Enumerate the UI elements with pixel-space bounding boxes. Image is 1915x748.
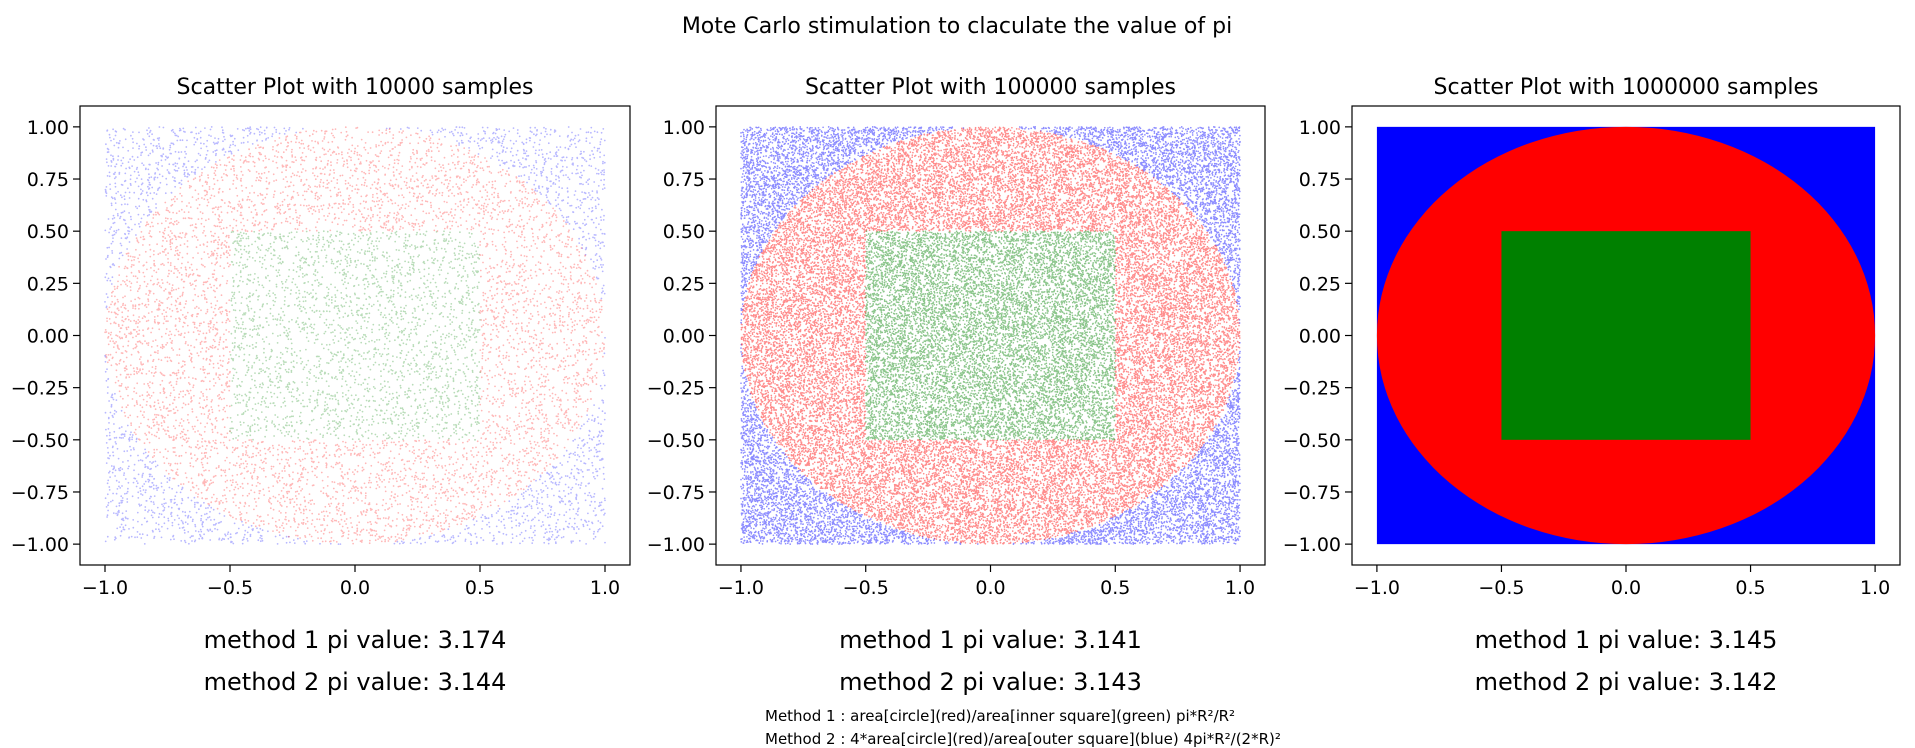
x-tick-label: 0.0 — [340, 577, 370, 599]
x-tick-label: 0.0 — [975, 577, 1005, 599]
outer-square-points — [740, 126, 1241, 545]
method-1-result: method 1 pi value: 3.145 — [1475, 626, 1778, 654]
y-tick-label: −1.00 — [1283, 534, 1341, 556]
x-tick-label: 0.5 — [1100, 577, 1130, 599]
y-tick-label: −0.25 — [1283, 378, 1341, 400]
y-tick-label: 0.25 — [1299, 273, 1341, 295]
panel-title: Scatter Plot with 100000 samples — [805, 75, 1176, 100]
y-tick-label: 1.00 — [27, 117, 69, 139]
x-tick-label: −0.5 — [1478, 577, 1524, 599]
y-tick-label: 1.00 — [663, 117, 705, 139]
y-tick-label: 0.00 — [27, 326, 69, 348]
circle-points — [740, 126, 1241, 545]
x-tick-label: 1.0 — [1225, 577, 1255, 599]
y-tick-label: 0.50 — [27, 221, 69, 243]
x-tick-label: −0.5 — [843, 577, 889, 599]
figure-title: Mote Carlo stimulation to claculate the … — [682, 14, 1232, 39]
y-tick-label: −0.75 — [11, 482, 69, 504]
method-2-result: method 2 pi value: 3.143 — [839, 668, 1142, 696]
x-tick-label: −1.0 — [1354, 577, 1400, 599]
y-tick-label: 0.50 — [663, 221, 705, 243]
inner-square-points — [229, 230, 481, 441]
x-tick-label: 0.5 — [1735, 577, 1765, 599]
panel-title: Scatter Plot with 10000 samples — [177, 75, 534, 100]
x-tick-label: −1.0 — [82, 577, 128, 599]
y-tick-label: 0.75 — [663, 169, 705, 191]
x-tick-label: 1.0 — [590, 577, 620, 599]
inner-square-points — [1501, 231, 1751, 440]
method-2-note: Method 2 : 4*area[circle](red)/area[oute… — [765, 730, 1281, 748]
x-tick-label: −1.0 — [718, 577, 764, 599]
y-tick-label: 0.50 — [1299, 221, 1341, 243]
panel-title: Scatter Plot with 1000000 samples — [1434, 75, 1819, 100]
x-tick-label: 1.0 — [1860, 577, 1890, 599]
y-tick-label: −1.00 — [11, 534, 69, 556]
scatter-panel-1: Scatter Plot with 10000 samples−1.0 −0.5 0… — [11, 75, 631, 696]
method-1-note: Method 1 : area[circle](red)/area[inner … — [765, 707, 1235, 725]
y-tick-label: 0.75 — [27, 169, 69, 191]
y-tick-label: −0.25 — [647, 378, 705, 400]
x-tick-label: 0.5 — [465, 577, 495, 599]
x-tick-label: −0.5 — [207, 577, 253, 599]
y-tick-label: −0.50 — [647, 430, 705, 452]
y-tick-label: −0.50 — [11, 430, 69, 452]
y-tick-label: −1.00 — [647, 534, 705, 556]
y-tick-label: 0.25 — [663, 273, 705, 295]
inner-square-points — [864, 230, 1117, 441]
method-1-result: method 1 pi value: 3.174 — [204, 626, 507, 654]
y-tick-label: −0.75 — [647, 482, 705, 504]
y-tick-label: 0.00 — [663, 326, 705, 348]
method-1-result: method 1 pi value: 3.141 — [839, 626, 1142, 654]
y-tick-label: 0.75 — [1299, 169, 1341, 191]
method-2-result: method 2 pi value: 3.144 — [204, 668, 507, 696]
circle-points — [104, 126, 605, 545]
y-tick-label: −0.50 — [1283, 430, 1341, 452]
y-tick-label: −0.25 — [11, 378, 69, 400]
method-2-result: method 2 pi value: 3.142 — [1475, 668, 1778, 696]
scatter-panel-3: Scatter Plot with 1000000 samples −1.0 −0.… — [1283, 75, 1901, 696]
y-tick-label: −0.75 — [1283, 482, 1341, 504]
scatter-panel-2: Scatter Plot with 100000 samples −1.0 −0.5… — [647, 75, 1266, 696]
y-tick-label: 0.25 — [27, 273, 69, 295]
y-tick-label: 0.00 — [1299, 326, 1341, 348]
y-tick-label: 1.00 — [1299, 117, 1341, 139]
x-tick-label: 0.0 — [1611, 577, 1641, 599]
